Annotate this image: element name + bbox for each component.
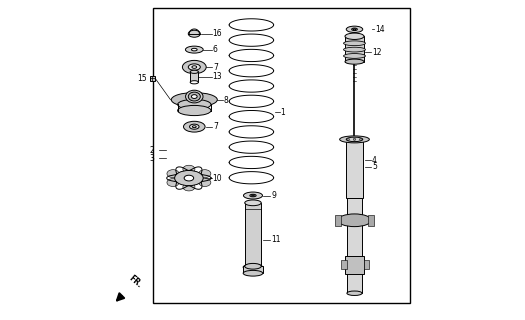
Ellipse shape [346, 137, 363, 142]
Ellipse shape [190, 81, 198, 84]
Ellipse shape [343, 41, 365, 46]
Ellipse shape [343, 53, 365, 58]
Ellipse shape [346, 26, 363, 32]
Ellipse shape [345, 33, 364, 39]
Ellipse shape [185, 90, 203, 103]
Ellipse shape [243, 264, 263, 270]
Bar [344, 256, 364, 274]
Ellipse shape [250, 194, 256, 197]
Ellipse shape [182, 60, 206, 74]
Text: 6: 6 [213, 45, 217, 54]
Ellipse shape [183, 165, 195, 173]
Bar [150, 76, 155, 81]
Text: 16: 16 [213, 29, 222, 38]
Bar [341, 260, 346, 269]
Text: 7: 7 [213, 62, 218, 72]
Bar [345, 36, 364, 62]
Ellipse shape [199, 179, 211, 187]
Text: 11: 11 [271, 236, 280, 244]
Text: 8: 8 [224, 96, 228, 105]
Ellipse shape [188, 30, 201, 37]
Text: 3: 3 [149, 154, 154, 163]
Text: 7: 7 [213, 122, 218, 131]
Ellipse shape [243, 270, 263, 276]
Ellipse shape [188, 92, 201, 101]
Bar [245, 203, 261, 266]
Ellipse shape [245, 200, 261, 206]
Text: 4: 4 [372, 156, 377, 164]
Ellipse shape [184, 175, 194, 181]
Bar [243, 266, 263, 273]
Bar [364, 260, 370, 269]
Text: 10: 10 [213, 173, 222, 183]
Text: 5: 5 [372, 163, 377, 172]
Ellipse shape [171, 92, 217, 107]
Ellipse shape [167, 170, 179, 178]
Ellipse shape [338, 214, 371, 227]
Ellipse shape [192, 66, 197, 68]
Ellipse shape [353, 139, 356, 140]
Bar [368, 215, 374, 226]
Ellipse shape [343, 47, 365, 52]
Ellipse shape [347, 139, 350, 140]
Ellipse shape [192, 126, 196, 128]
Bar [334, 215, 341, 226]
Ellipse shape [245, 263, 261, 269]
Text: 1: 1 [280, 108, 285, 117]
Bar [346, 140, 363, 198]
Text: 14: 14 [375, 25, 385, 34]
Ellipse shape [185, 46, 203, 53]
Ellipse shape [353, 29, 356, 30]
Ellipse shape [345, 59, 364, 64]
Bar [190, 72, 198, 82]
Ellipse shape [175, 171, 203, 186]
Ellipse shape [340, 136, 370, 143]
Bar [347, 198, 362, 293]
Ellipse shape [244, 192, 262, 199]
Ellipse shape [347, 291, 362, 295]
Ellipse shape [167, 179, 179, 187]
Ellipse shape [192, 95, 197, 99]
Text: 12: 12 [372, 48, 382, 57]
Ellipse shape [192, 48, 197, 51]
Ellipse shape [352, 28, 358, 31]
Text: 9: 9 [271, 191, 276, 200]
Ellipse shape [251, 195, 254, 196]
Ellipse shape [360, 139, 362, 140]
Ellipse shape [199, 170, 211, 178]
Ellipse shape [184, 121, 205, 132]
Ellipse shape [188, 64, 201, 70]
Ellipse shape [190, 124, 199, 129]
Text: FR.: FR. [128, 274, 144, 290]
Bar [153, 8, 410, 303]
Ellipse shape [190, 70, 198, 73]
Text: 15: 15 [138, 74, 147, 83]
Ellipse shape [183, 183, 195, 191]
Text: 2: 2 [149, 146, 154, 155]
Ellipse shape [177, 100, 211, 109]
Text: 13: 13 [213, 72, 222, 81]
Ellipse shape [177, 105, 211, 116]
